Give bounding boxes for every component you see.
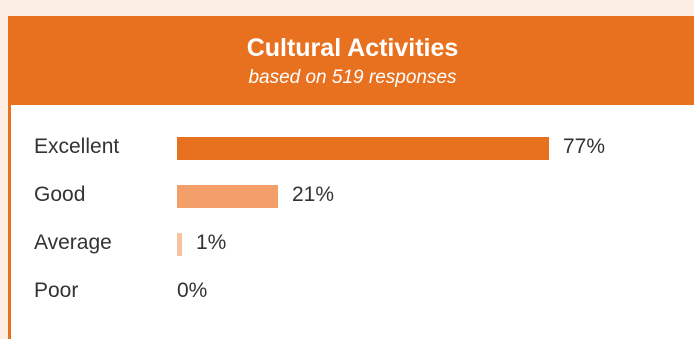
bar-row-average: Average 1% — [11, 228, 694, 258]
value-label-excellent: 77% — [563, 135, 606, 158]
chart-header: Cultural Activities based on 519 respons… — [8, 16, 694, 105]
value-label-good: 21% — [292, 183, 335, 206]
chart-subtitle: based on 519 responses — [248, 67, 457, 88]
category-label-good: Good — [34, 183, 86, 206]
bar-row-excellent: Excellent 77% — [11, 132, 694, 162]
value-label-poor: 0% — [177, 279, 208, 302]
bar-row-poor: Poor 0% — [11, 276, 694, 306]
chart-card: Cultural Activities based on 519 respons… — [8, 16, 694, 339]
bar-average — [177, 233, 182, 256]
category-label-poor: Poor — [34, 279, 79, 302]
category-label-excellent: Excellent — [34, 135, 120, 158]
value-label-average: 1% — [196, 231, 227, 254]
bar-row-good: Good 21% — [11, 180, 694, 210]
chart-title: Cultural Activities — [246, 34, 459, 62]
bar-good — [177, 185, 278, 208]
bar-excellent — [177, 137, 549, 160]
category-label-average: Average — [34, 231, 112, 254]
